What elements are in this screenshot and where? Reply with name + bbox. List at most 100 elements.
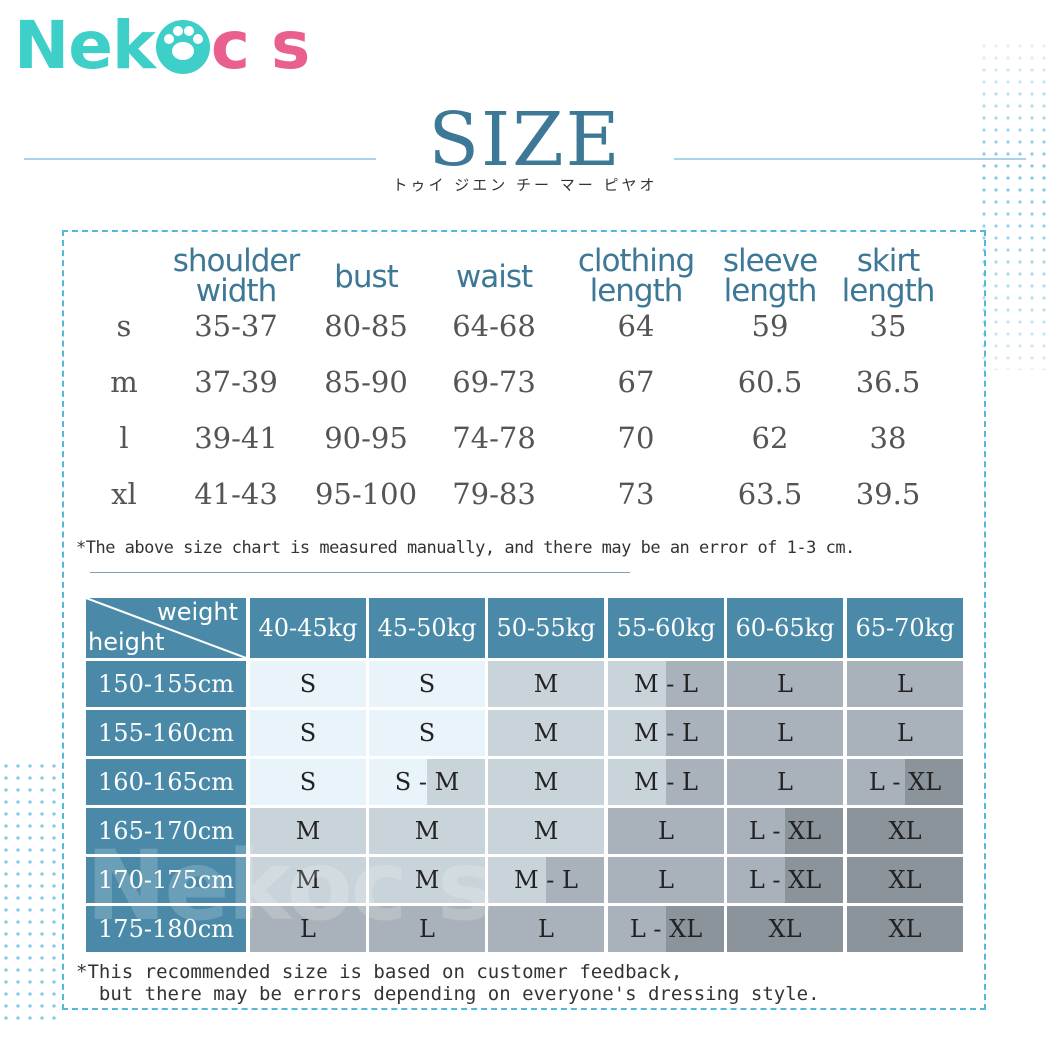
measurement-value: 79-83 (452, 477, 536, 511)
measurement-header-line: width (195, 273, 277, 309)
recommended-size-cell: M (250, 808, 366, 854)
measurement-value: 90-95 (324, 421, 408, 455)
height-header: 155-160cm (86, 710, 246, 756)
height-header: 165-170cm (86, 808, 246, 854)
size-label: xl (111, 477, 137, 511)
measurement-value: 59 (751, 309, 789, 343)
recommended-size-cell: XL (847, 808, 963, 854)
measurement-value: 64-68 (452, 309, 536, 343)
recommended-size-cell: L (727, 710, 843, 756)
corner-weight-label: weight (157, 598, 238, 626)
recommended-size-cell: M (369, 857, 485, 903)
size-label: l (119, 421, 129, 455)
recommended-size-cell: S (250, 661, 366, 707)
measurement-note: *The above size chart is measured manual… (76, 538, 855, 558)
measurement-header-line: sleeve (722, 243, 818, 279)
note-divider (90, 572, 630, 573)
recommended-size-cell: XL (847, 857, 963, 903)
recommended-size-cell: S (369, 661, 485, 707)
measurement-value: 74-78 (452, 421, 536, 455)
logo-text-right: c s (210, 7, 310, 84)
recommended-size-cell: L (727, 661, 843, 707)
recommended-size-cell: L - XL (847, 759, 963, 805)
recommended-size-cell: M - L (608, 710, 724, 756)
weight-header: 55-60kg (608, 598, 724, 658)
recommended-size-cell: L - XL (727, 857, 843, 903)
recommended-size-cell: L (608, 857, 724, 903)
recommended-size-cell: M (488, 808, 604, 854)
recommended-size-cell: XL (727, 906, 843, 952)
measurement-value: 85-90 (324, 365, 408, 399)
recommended-size-cell: L (727, 759, 843, 805)
measurement-header-4: sleeve length (690, 243, 850, 309)
recommended-size-cell: M - L (608, 661, 724, 707)
measurement-value: 39.5 (855, 477, 921, 511)
recommended-size-cell: S - M (369, 759, 485, 805)
recommended-size-cell: S (250, 710, 366, 756)
logo-text-left: Nek (14, 7, 156, 84)
weight-header: 40-45kg (250, 598, 366, 658)
measurement-header-line: bust (334, 259, 399, 295)
page-title: SIZE (428, 97, 622, 183)
measurement-header-line: skirt (856, 243, 921, 279)
recommended-size-cell: M (488, 759, 604, 805)
measurement-header-line: waist (455, 259, 533, 295)
recommendation-note-line2: but there may be errors depending on eve… (76, 983, 820, 1005)
size-chart-frame (62, 230, 986, 1010)
size-label: s (116, 309, 132, 343)
height-header: 150-155cm (86, 661, 246, 707)
measurement-row: s 35-37 80-85 64-68 64 59 35 (0, 298, 1050, 354)
measurement-header-5: skirt length (808, 243, 968, 307)
recommended-size-cell: S (369, 710, 485, 756)
measurement-value: 37-39 (194, 365, 278, 399)
height-header: 170-175cm (86, 857, 246, 903)
measurement-header-1: bust (286, 259, 446, 295)
measurement-header-0: shoulder width (156, 243, 316, 309)
recommended-size-cell: M (488, 661, 604, 707)
recommended-size-cell: L (250, 906, 366, 952)
measurement-header-line: clothing (577, 243, 695, 279)
measurement-value: 64 (617, 309, 655, 343)
measurement-value: 95-100 (314, 477, 418, 511)
measurement-value: 60.5 (737, 365, 803, 399)
measurement-header-line: length (589, 273, 684, 309)
measurement-header-line: shoulder (172, 243, 301, 279)
measurement-row: l 39-41 90-95 74-78 70 62 38 (0, 410, 1050, 466)
recommended-size-cell: L (847, 710, 963, 756)
brand-logo: Nek c s (14, 6, 310, 86)
measurement-value: 80-85 (324, 309, 408, 343)
recommended-size-cell: M (250, 857, 366, 903)
recommended-size-cell: L (847, 661, 963, 707)
recommendation-note: *This recommended size is based on custo… (76, 961, 820, 1005)
corner-diagonal (86, 598, 246, 658)
decorative-dots-left (0, 760, 56, 1020)
measurement-value: 36.5 (855, 365, 921, 399)
recommended-size-cell: M (488, 710, 604, 756)
measurement-value: 62 (751, 421, 789, 455)
recommended-size-cell: L (608, 808, 724, 854)
measurement-value: 35-37 (194, 309, 278, 343)
measurement-value: 35 (869, 309, 907, 343)
measurement-header-2: waist (414, 259, 574, 295)
size-label: m (110, 365, 138, 399)
recommendation-note-line1: *This recommended size is based on custo… (76, 961, 683, 983)
measurement-value: 70 (617, 421, 655, 455)
measurement-value: 69-73 (452, 365, 536, 399)
measurement-header-3: clothing length (556, 243, 716, 309)
recommended-size-cell: M - L (488, 857, 604, 903)
paw-icon (155, 20, 210, 74)
measurement-value: 73 (617, 477, 655, 511)
decorative-dots-right (978, 40, 1048, 370)
recommended-size-cell: M - L (608, 759, 724, 805)
measurement-header-line: length (723, 273, 818, 309)
height-header: 175-180cm (86, 906, 246, 952)
measurement-value: 63.5 (737, 477, 803, 511)
recommended-size-cell: L (369, 906, 485, 952)
measurement-value: 39-41 (194, 421, 278, 455)
measurement-row: xl 41-43 95-100 79-83 73 63.5 39.5 (0, 466, 1050, 522)
title-rule-right (674, 158, 1026, 160)
weight-header: 45-50kg (369, 598, 485, 658)
weight-header: 60-65kg (727, 598, 843, 658)
table-corner-cell: weight height (86, 598, 246, 658)
page-subtitle: トゥイ ジエン チー マー ピヤオ (392, 176, 658, 194)
